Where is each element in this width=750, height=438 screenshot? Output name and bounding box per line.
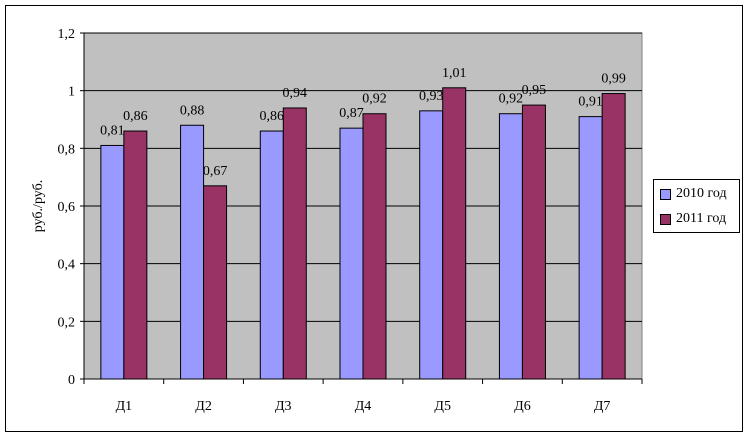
data-label: 0,99 <box>601 72 626 87</box>
y-tick-label: 0,2 <box>58 315 76 330</box>
data-label: 0,67 <box>203 164 228 179</box>
x-tick-label: Д3 <box>275 399 292 414</box>
legend-item-2011: 2011 год <box>660 210 726 228</box>
bar-2010-год-Д4 <box>339 127 364 380</box>
x-tick-label: Д2 <box>195 399 212 414</box>
data-label: 0,87 <box>339 106 364 121</box>
data-label: 0,92 <box>499 92 524 107</box>
bar-2010-год-Д5 <box>419 110 444 380</box>
data-label: 0,88 <box>180 103 205 118</box>
bar-2011-год-Д2 <box>203 185 228 380</box>
y-tick-label: 0,6 <box>58 200 76 215</box>
y-tick-label: 0,4 <box>58 258 76 273</box>
y-tick-label: 1,2 <box>58 27 76 42</box>
bar-2010-год-Д1 <box>100 144 125 380</box>
legend-item-2010: 2010 год <box>660 185 727 203</box>
y-axis-label: руб./руб. <box>31 180 46 232</box>
legend-swatch-2011 <box>660 213 671 225</box>
bar-2011-год-Д6 <box>521 104 546 380</box>
data-label: 1,01 <box>442 66 467 81</box>
bar-2010-год-Д2 <box>180 124 205 380</box>
bar-2010-год-Д3 <box>259 130 284 380</box>
x-tick-label: Д7 <box>594 399 611 414</box>
bar-2010-год-Д6 <box>498 113 523 380</box>
y-tick-label: 1 <box>68 85 75 100</box>
bar-2011-год-Д7 <box>601 93 626 380</box>
data-label: 0,86 <box>260 109 285 124</box>
bar-2011-год-Д4 <box>362 113 387 380</box>
bar-2011-год-Д1 <box>123 130 148 380</box>
data-label: 0,95 <box>522 83 547 98</box>
legend-label-2010: 2010 год <box>676 186 727 201</box>
data-label: 0,92 <box>362 92 387 107</box>
bar-2011-год-Д3 <box>282 107 307 380</box>
x-tick-label: Д4 <box>355 399 372 414</box>
y-axis-ticks: 00,20,40,60,811,2 <box>58 27 642 388</box>
data-label: 0,81 <box>100 123 125 138</box>
bar-2011-год-Д5 <box>442 87 467 380</box>
data-label: 0,86 <box>123 109 148 124</box>
legend: 2010 год 2011 год <box>653 179 740 233</box>
legend-swatch-2010 <box>660 188 671 200</box>
y-tick-label: 0,8 <box>58 142 76 157</box>
data-label: 0,94 <box>283 86 308 101</box>
bar-2010-год-Д7 <box>578 116 603 380</box>
data-label: 0,93 <box>419 89 444 104</box>
data-label: 0,91 <box>578 95 603 110</box>
x-tick-label: Д6 <box>514 399 531 414</box>
x-axis-ticks: Д1 Д2 Д3 Д4 Д5 Д6 Д7 <box>83 379 643 414</box>
legend-label-2011: 2011 год <box>676 211 727 226</box>
bars <box>100 87 626 380</box>
y-tick-label: 0 <box>68 373 75 388</box>
data-labels: 0,810,86 0,880,670,860,940,870,92 0,931,01… <box>100 66 626 179</box>
x-tick-label: Д5 <box>434 399 451 414</box>
x-tick-label: Д1 <box>116 399 133 414</box>
